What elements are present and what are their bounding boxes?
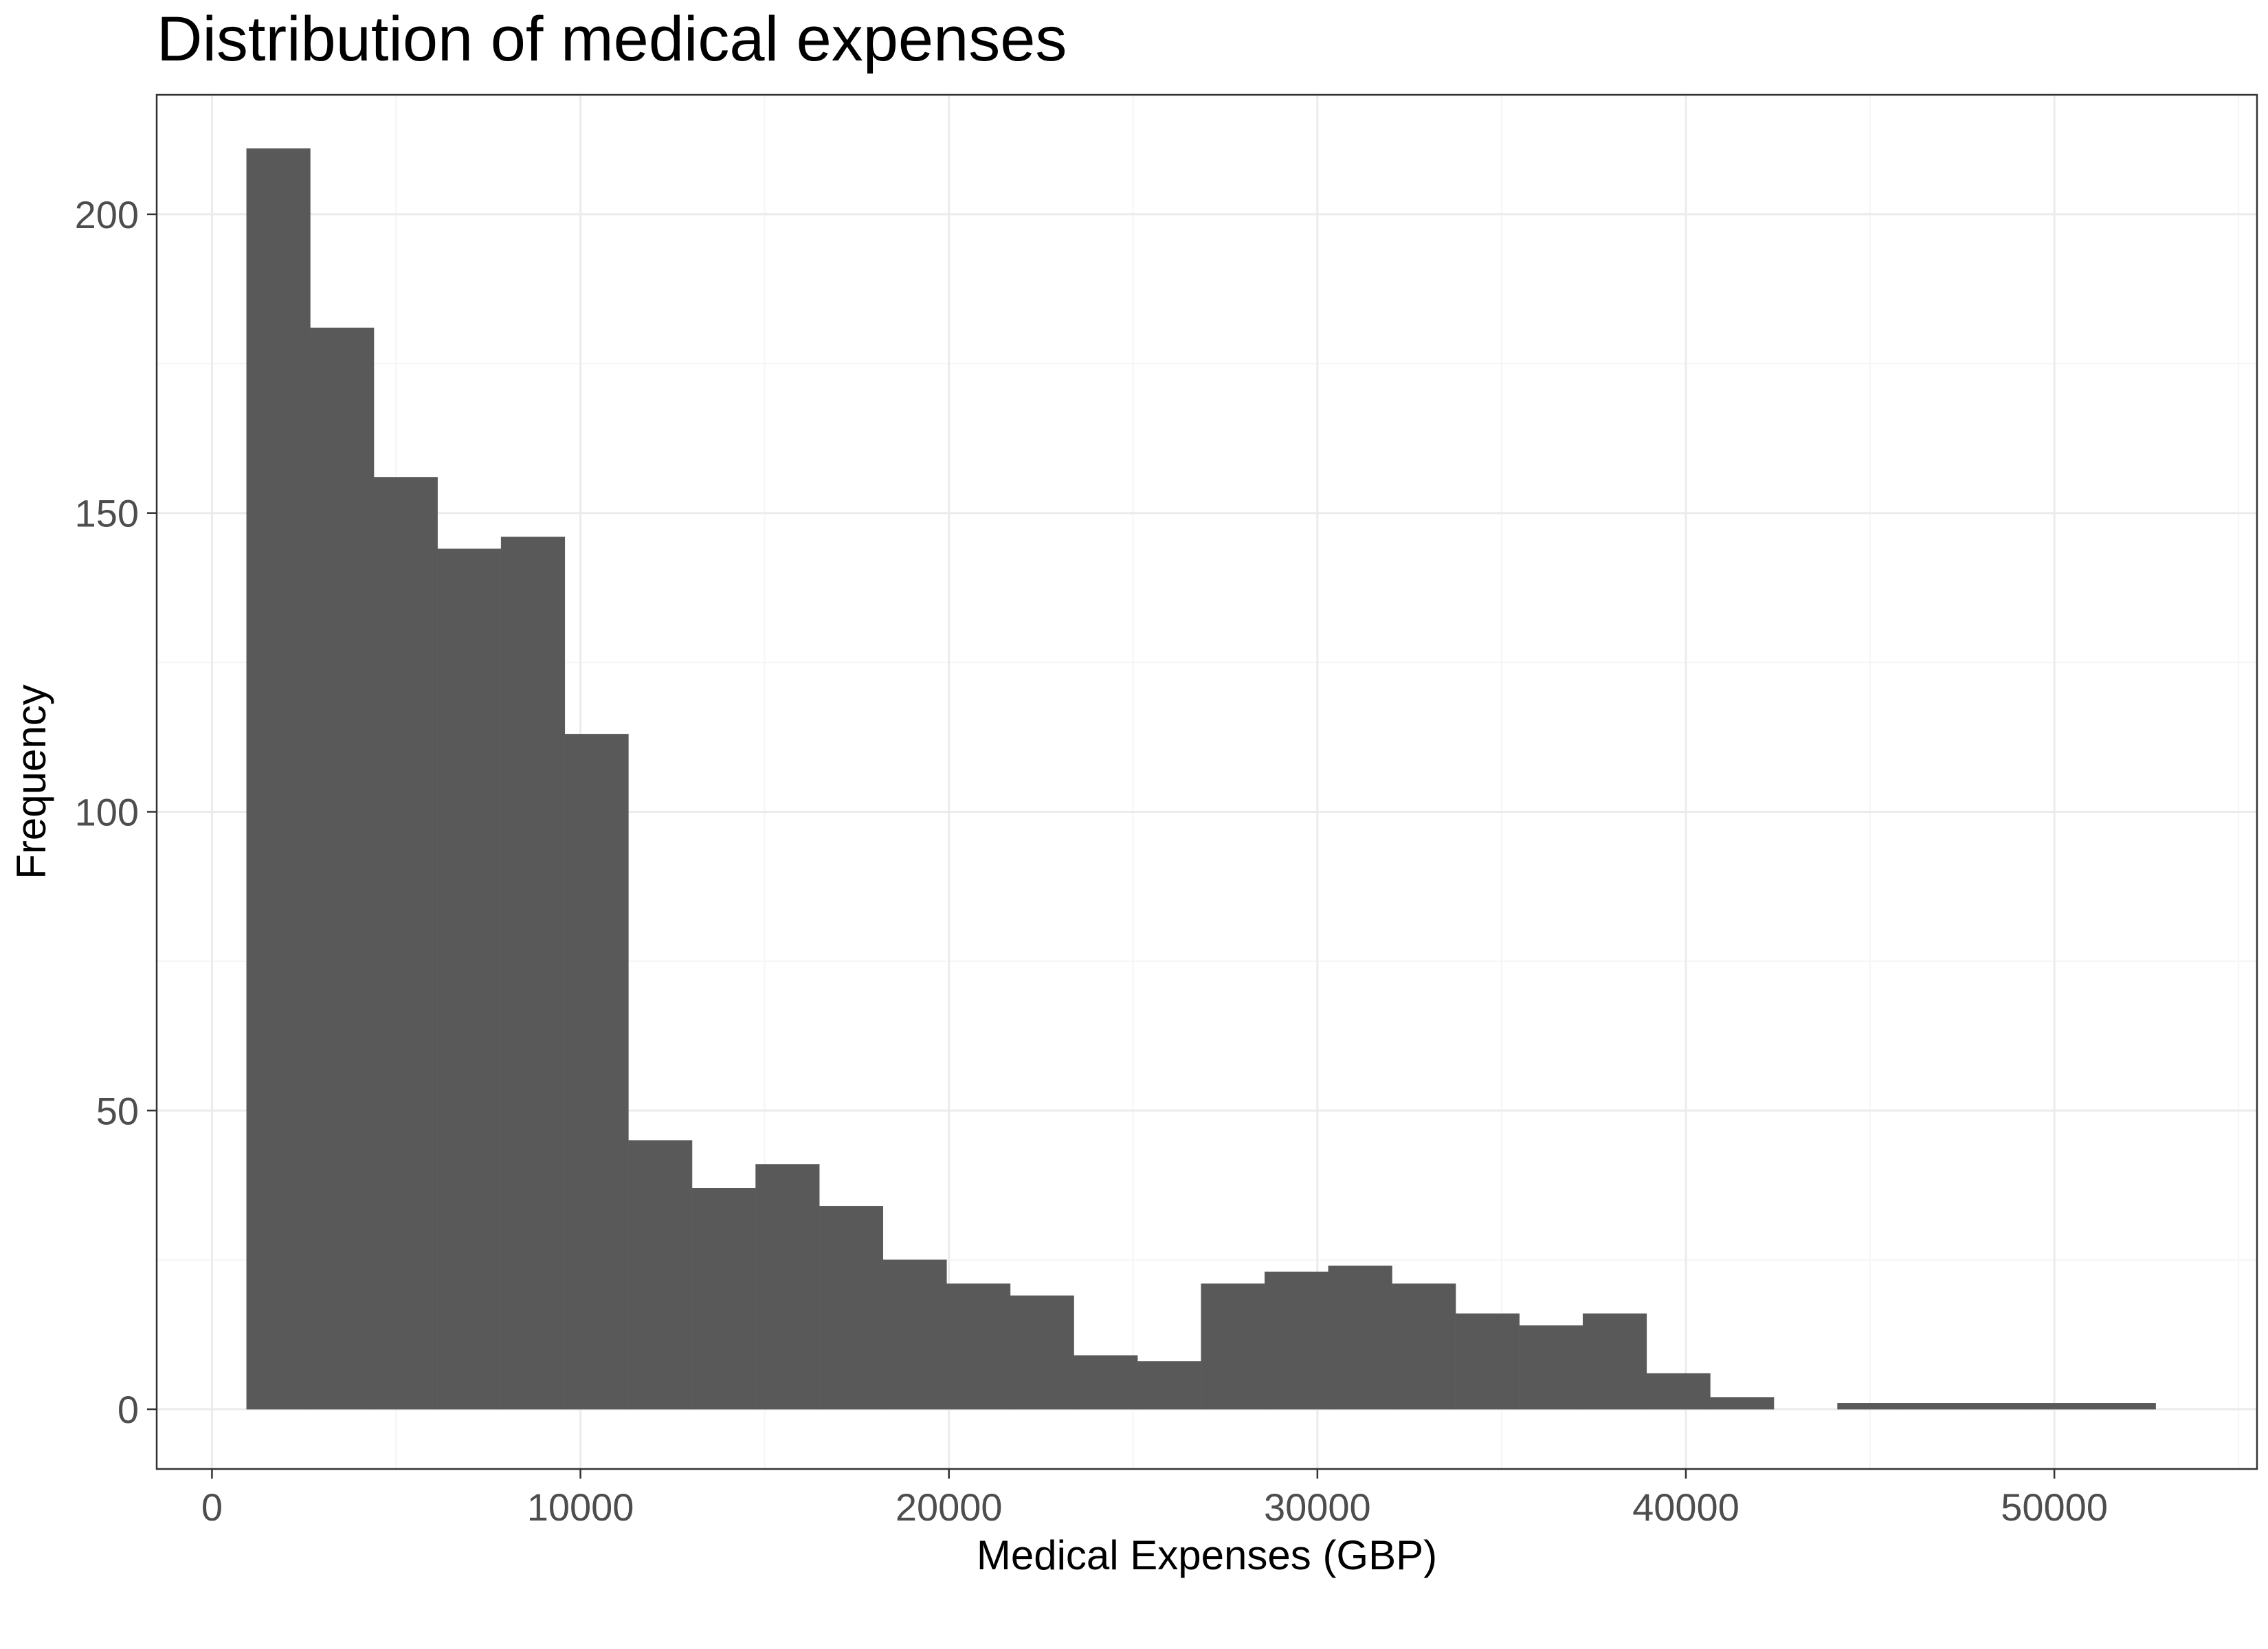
x-tick-label: 50000 (2001, 1485, 2108, 1529)
chart-title: Distribution of medical expenses (157, 4, 1067, 74)
histogram-bar (1201, 1283, 1265, 1410)
histogram-bar (1582, 1313, 1647, 1410)
histogram-bar (564, 734, 629, 1410)
y-tick-label: 150 (75, 492, 139, 535)
plot-panel-border (155, 93, 2258, 1470)
x-tick-label: 30000 (1264, 1485, 1371, 1529)
histogram-bar (437, 548, 502, 1410)
histogram-bar (1900, 1403, 1966, 1410)
histogram-bar (691, 1188, 756, 1410)
histogram-bar (1392, 1283, 1456, 1410)
histogram-bar (755, 1164, 820, 1410)
x-tick-label: 40000 (1632, 1485, 1739, 1529)
histogram-bar (1519, 1325, 1583, 1410)
histogram-bar (1710, 1397, 1775, 1410)
histogram-bar (1010, 1295, 1074, 1410)
histogram-bar (1328, 1266, 1392, 1410)
histogram-bar (946, 1283, 1011, 1410)
x-tick-label: 20000 (896, 1485, 1003, 1529)
y-tick-label: 100 (75, 790, 139, 833)
histogram-bar (628, 1140, 693, 1410)
histogram-bar (819, 1206, 884, 1410)
histogram-bar (2091, 1403, 2156, 1410)
histogram-bar (1137, 1361, 1201, 1410)
y-tick-label: 0 (118, 1388, 139, 1431)
y-axis-ticks: 0 50 100 150 200 (75, 193, 157, 1431)
x-tick-label: 10000 (527, 1485, 634, 1529)
histogram-bar (1455, 1313, 1520, 1410)
histogram-bar (310, 327, 375, 1410)
histogram-bar (1074, 1355, 1138, 1410)
histogram-bar (882, 1259, 947, 1410)
x-axis-title: Medical Expenses (GBP) (977, 1532, 1437, 1578)
y-tick-label: 200 (75, 193, 139, 236)
y-axis-title: Frequency (8, 684, 54, 879)
histogram-bar (1964, 1403, 2029, 1410)
y-tick-label: 50 (96, 1089, 139, 1132)
histogram-bar (500, 537, 566, 1410)
x-axis-ticks: 0 10000 20000 30000 40000 50000 (201, 1469, 2108, 1529)
x-tick-label: 0 (201, 1485, 223, 1529)
histogram-bar (2028, 1403, 2093, 1410)
histogram-bar (1646, 1373, 1711, 1410)
histogram-bar (373, 477, 438, 1410)
histogram-bar (1264, 1271, 1329, 1410)
histogram-bars (246, 148, 2156, 1410)
histogram-bar (246, 148, 311, 1410)
histogram-bar (1837, 1403, 1902, 1410)
